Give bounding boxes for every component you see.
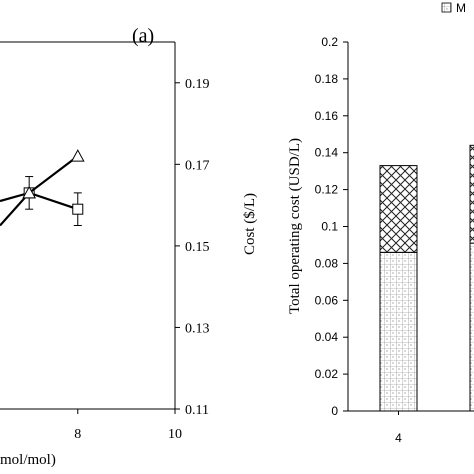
y-tick-label: 0.16 [315,109,339,123]
bar-segment-dotted-grid [469,242,474,412]
y-tick-label: 0.12 [315,183,339,197]
y-tick-label: 0.04 [315,330,339,344]
x-tick-label: 8 [74,427,81,442]
square-series-line [0,191,79,211]
panel-b-ticks: 0 0.02 0.04 0.06 0.08 0.1 0.12 0.14 0.16 0.18 0.2 [315,35,348,418]
y2-tick-label: 0.13 [185,321,210,336]
panel-a: (a) 0.11 0.13 0.15 0.17 0.19 8 10 mol/mol) Cos… [0,25,258,468]
y-tick-label: 0.14 [315,146,339,160]
bar-segment-crosshatch [469,144,474,244]
y-tick-label: 0.06 [315,293,339,307]
y2-tick-label: 0.15 [185,240,210,255]
x-tick-label: 10 [168,427,182,442]
panel-b-bars: 4 [379,144,474,445]
y-tick-label: 0.18 [315,72,339,86]
legend-label: M [456,1,466,15]
y2-tick-label: 0.17 [185,158,210,173]
legend-swatch [441,2,452,13]
square-marker [72,203,84,215]
y-tick-label: 0.1 [321,220,338,234]
x-axis-label: mol/mol) [0,452,56,468]
y-tick-label: 0.02 [315,367,339,381]
legend: M [441,1,466,15]
x-tick-label: 4 [395,431,402,445]
panel-label: (a) [132,25,154,47]
panel-a-ticks: 0.11 0.13 0.15 0.17 0.19 8 10 [74,77,209,442]
panel-b: 00.020.040.060.080.10.120.140.160.180.2 … [287,1,474,445]
triangle-series-line [0,155,79,227]
y-tick-label: 0.2 [321,35,338,49]
y2-tick-label: 0.11 [185,403,209,418]
y-tick-label: 0.08 [315,256,339,270]
bar-segment-dotted-grid [379,251,418,412]
y-axis-label: Total operating cost (USD/L) [287,138,303,314]
triangle-marker [22,185,37,199]
triangle-marker [70,149,85,162]
y2-tick-label: 0.19 [185,77,210,92]
y-tick-label: 0 [331,404,338,418]
bar-segment-crosshatch [379,165,418,253]
panel-a-series [0,149,85,227]
y2-axis-label: Cost ($/L) [242,193,258,255]
